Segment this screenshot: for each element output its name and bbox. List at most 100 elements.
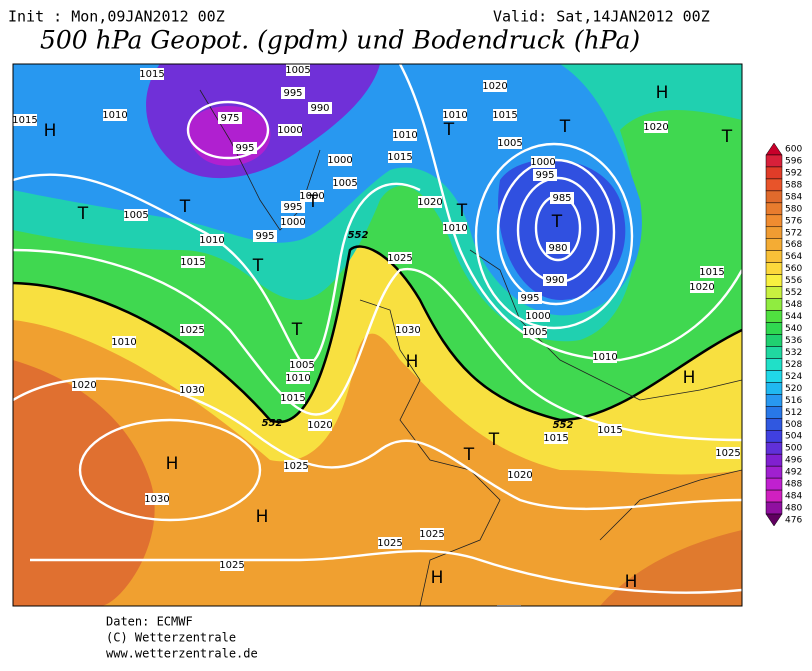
isobar-label-bg xyxy=(493,109,517,121)
isobar-label: 1015 xyxy=(387,152,412,163)
coastline xyxy=(359,299,501,606)
pressure-center: H xyxy=(625,572,638,592)
isobar-label-bg xyxy=(508,469,532,481)
isobar-label-bg xyxy=(533,169,557,181)
isobar-label: 1020 xyxy=(689,282,714,293)
isobar-label: 1010 xyxy=(102,110,127,121)
isobar-label: 1030 xyxy=(395,325,420,336)
isobar-label: 1015 xyxy=(699,267,724,278)
isobar-label: 1015 xyxy=(492,110,517,121)
isobar-label: 1030 xyxy=(144,494,169,505)
colorbar-swatch xyxy=(765,286,783,299)
isobar-label: 1030 xyxy=(179,385,204,396)
colorbar-swatch xyxy=(765,346,783,359)
colorbar-swatch xyxy=(765,418,783,431)
isobar-label: 1015 xyxy=(12,115,37,126)
pressure-center: H xyxy=(166,454,179,474)
isobar xyxy=(30,549,742,594)
colorbar-label: 508 xyxy=(785,420,802,430)
colorbar-label: 588 xyxy=(785,180,802,190)
isobar-label: 1010 xyxy=(111,337,136,348)
isobar-label: 1025 xyxy=(283,461,308,472)
isobar-label-bg xyxy=(281,87,305,99)
colorbar-swatch xyxy=(765,358,783,371)
isobar-label: 1005 xyxy=(289,360,314,371)
isobar-label-bg xyxy=(550,192,574,204)
colorbar-label: 560 xyxy=(785,264,802,274)
isobar-label: 1015 xyxy=(280,393,305,404)
isobar-label-bg xyxy=(443,222,467,234)
isobar-label-bg xyxy=(420,528,444,540)
colorbar-swatch xyxy=(765,202,783,216)
colorbar-swatch xyxy=(765,238,783,251)
isobar-label-bg xyxy=(220,559,244,571)
colorbar-swatch xyxy=(765,166,783,180)
isobar-label-bg xyxy=(103,109,127,121)
colorbar-label: 520 xyxy=(785,384,802,394)
isobar-label-bg xyxy=(443,109,467,121)
colorbar-label: 492 xyxy=(785,468,802,478)
isobar-label-bg xyxy=(328,154,352,166)
isobar-label-bg xyxy=(140,68,164,80)
isobar-label-bg xyxy=(393,129,417,141)
isobar-label: 1020 xyxy=(507,470,532,481)
isobar-label: 1025 xyxy=(715,448,740,459)
isobar-label-bg xyxy=(531,156,555,168)
pressure-center: T xyxy=(443,120,455,140)
colorbar-label: 528 xyxy=(785,360,802,370)
colorbar-label: 580 xyxy=(785,204,802,214)
colorbar-swatch xyxy=(765,453,783,467)
isobar-label-bg xyxy=(418,196,442,208)
isobar-label: 1025 xyxy=(179,325,204,336)
isobar xyxy=(186,100,270,160)
isobar-label-bg xyxy=(281,216,305,228)
isobar-label: 1025 xyxy=(219,560,244,571)
isobar-label-bg xyxy=(396,324,420,336)
isobar-label-bg xyxy=(284,460,308,472)
pressure-center: T xyxy=(77,204,89,224)
isobar-label-bg xyxy=(72,379,96,391)
isobar-label-bg xyxy=(518,292,542,304)
isobar-label-bg xyxy=(498,137,522,149)
isobar-label-bg xyxy=(290,359,314,371)
footer-copyright: (C) Wetterzentrale xyxy=(106,631,236,645)
colorbar-swatch xyxy=(765,154,783,168)
colorbar-swatch xyxy=(765,382,783,395)
colorbar-label: 480 xyxy=(785,504,802,514)
colorbar-swatch xyxy=(765,226,783,239)
isobar-label-bg xyxy=(112,336,136,348)
isobar xyxy=(398,64,742,362)
colorbar-label: 500 xyxy=(785,444,802,454)
isobar-label: 995 xyxy=(255,231,274,242)
isobar-label: 1020 xyxy=(482,81,507,92)
isobar-label-bg xyxy=(716,447,740,459)
colorbar-swatch xyxy=(765,513,783,527)
isobar xyxy=(13,377,742,511)
pressure-center: T xyxy=(488,430,500,450)
isobar-label-bg xyxy=(308,102,332,114)
colorbar-label: 476 xyxy=(785,516,802,526)
colorbar-swatch xyxy=(765,190,783,204)
isobar-label: 1010 xyxy=(592,352,617,363)
init-time: Init : Mon,09JAN2012 00Z xyxy=(8,8,225,26)
isobar-label: 1000 xyxy=(327,155,352,166)
pressure-center: T xyxy=(559,117,571,137)
colorbar-swatch xyxy=(765,370,783,383)
isobar-label: 1025 xyxy=(419,529,444,540)
isobar-label: 1005 xyxy=(332,178,357,189)
footer-source: Daten: ECMWF xyxy=(106,615,193,629)
isobar-label: 1005 xyxy=(497,138,522,149)
colorbar-swatch xyxy=(765,310,783,323)
isobar-label-bg xyxy=(700,266,724,278)
isobar xyxy=(13,248,742,442)
isobar-label-bg xyxy=(593,351,617,363)
colorbar-swatch xyxy=(765,214,783,228)
isobar-label-bg xyxy=(181,256,205,268)
isobar-label-bg xyxy=(378,537,402,549)
pressure-center: H xyxy=(44,121,57,141)
map-frame xyxy=(12,63,743,607)
pressure-center: H xyxy=(656,83,669,103)
isobar xyxy=(474,142,634,330)
colorbar-label: 568 xyxy=(785,240,802,250)
